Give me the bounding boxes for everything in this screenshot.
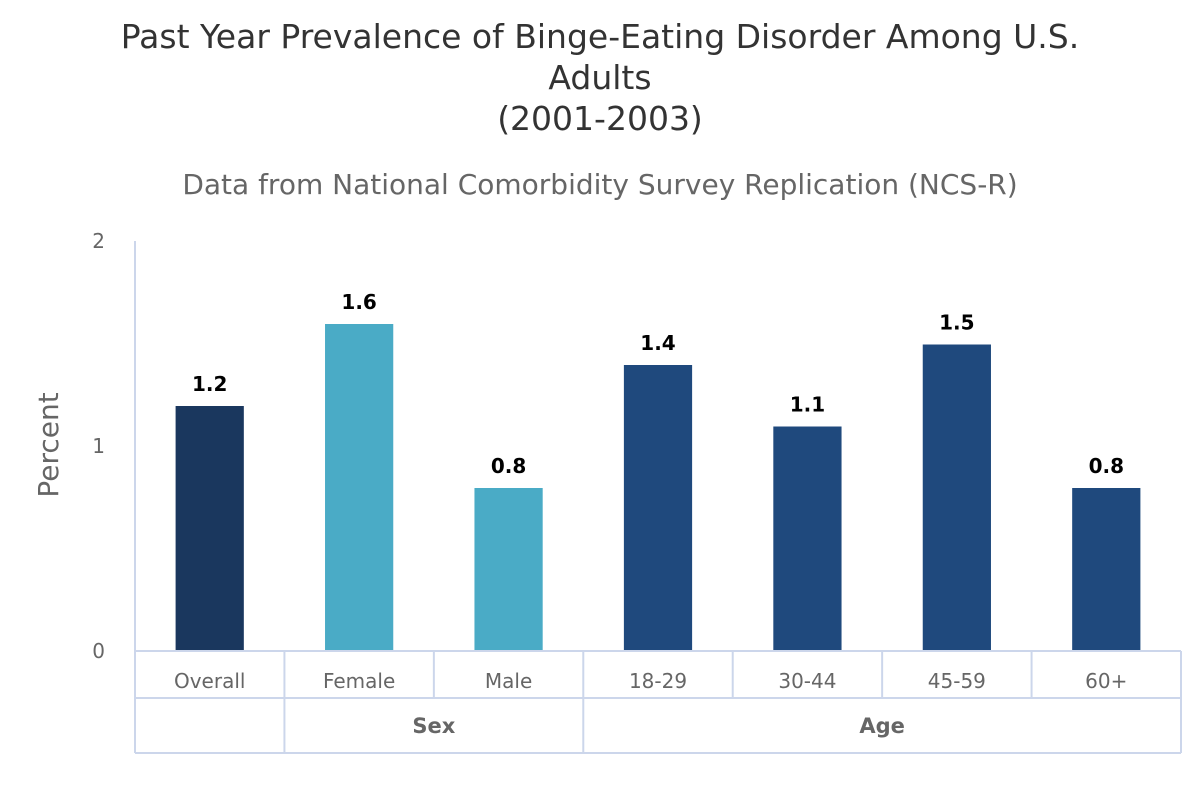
data-label-4: 1.1: [790, 393, 825, 417]
group-label-sex: Sex: [412, 714, 455, 738]
data-label-0: 1.2: [192, 372, 227, 396]
data-label-2: 0.8: [491, 454, 526, 478]
bar-30-44: [771, 424, 844, 652]
chart-title: Past Year Prevalence of Binge-Eating Dis…: [121, 17, 1079, 138]
x-axis-groups: Sex Age: [412, 714, 905, 738]
bar-male: [472, 486, 545, 652]
axes: [134, 241, 1182, 754]
x-axis-ticks: Overall Female Male 18-29 30-44 45-59 60+: [174, 669, 1127, 693]
data-labels: 1.2 1.6 0.8 1.4 1.1 1.5 0.8: [192, 290, 1124, 478]
data-label-3: 1.4: [640, 331, 675, 355]
title-line-2: Adults: [548, 58, 651, 97]
y-axis-label: Percent: [32, 392, 65, 497]
data-label-5: 1.5: [939, 311, 974, 335]
y-tick-label-0: 0: [92, 639, 105, 663]
bars: [173, 322, 1143, 652]
bar-45-59: [920, 342, 993, 652]
x-tick-label-3: 18-29: [629, 669, 687, 693]
bar-overall: [173, 404, 246, 652]
x-tick-label-0: Overall: [174, 669, 245, 693]
bar-18-29: [621, 363, 695, 652]
x-tick-label-4: 30-44: [778, 669, 836, 693]
x-tick-label-2: Male: [485, 669, 532, 693]
chart-subtitle: Data from National Comorbidity Survey Re…: [182, 168, 1017, 201]
x-tick-label-6: 60+: [1085, 669, 1127, 693]
y-tick-label-2: 2: [92, 229, 105, 253]
x-tick-label-1: Female: [323, 669, 395, 693]
group-label-age: Age: [859, 714, 905, 738]
x-tick-label-5: 45-59: [928, 669, 986, 693]
y-tick-label-1: 1: [92, 434, 105, 458]
bar-60-: [1070, 486, 1143, 652]
title-line-1: Past Year Prevalence of Binge-Eating Dis…: [121, 17, 1079, 56]
data-label-1: 1.6: [341, 290, 376, 314]
data-label-6: 0.8: [1089, 454, 1124, 478]
y-axis-ticks: 0 1 2: [92, 229, 105, 663]
title-line-3: (2001-2003): [497, 99, 703, 138]
bar-female: [323, 322, 396, 652]
